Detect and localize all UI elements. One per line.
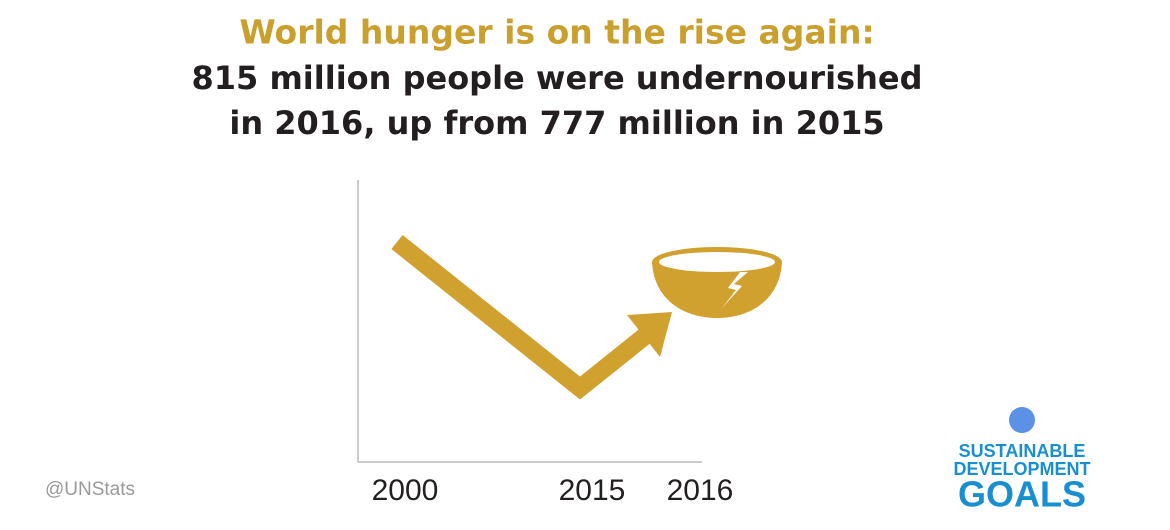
subtitle-line: in 2016, up from 777 million in 2015: [229, 104, 884, 142]
credit: @UNStats: [45, 479, 135, 500]
x-label: 2015: [559, 474, 626, 507]
x-label: 2016: [667, 474, 734, 507]
broken-bowl: [652, 247, 782, 318]
subtitle-line: 815 million people were undernourished: [192, 59, 923, 97]
title: World hunger is on the rise again:: [239, 13, 874, 52]
logo-line: SUSTAINABLE: [959, 441, 1086, 461]
arrow-head: [627, 312, 672, 357]
logo-line: DEVELOPMENT: [953, 459, 1090, 479]
x-label: 2000: [372, 474, 439, 507]
un-emblem: [1009, 407, 1035, 433]
logo-line: GOALS: [958, 474, 1086, 515]
trend-arrow: [391, 234, 651, 400]
